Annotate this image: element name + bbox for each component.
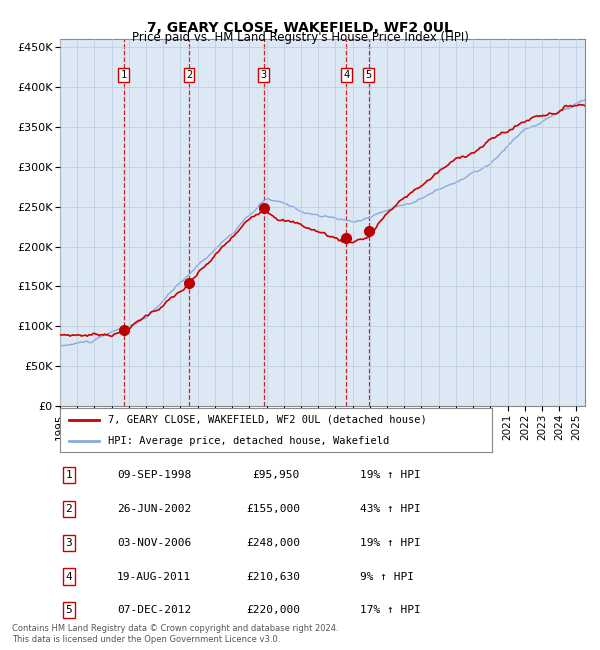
Text: 2: 2 xyxy=(65,504,73,514)
Text: 1: 1 xyxy=(121,70,127,80)
Text: 5: 5 xyxy=(365,70,372,80)
Text: 9% ↑ HPI: 9% ↑ HPI xyxy=(360,571,414,582)
Text: 3: 3 xyxy=(65,538,73,548)
Text: £220,000: £220,000 xyxy=(246,605,300,616)
Text: 17% ↑ HPI: 17% ↑ HPI xyxy=(360,605,421,616)
Text: 19% ↑ HPI: 19% ↑ HPI xyxy=(360,538,421,548)
Text: 43% ↑ HPI: 43% ↑ HPI xyxy=(360,504,421,514)
Text: HPI: Average price, detached house, Wakefield: HPI: Average price, detached house, Wake… xyxy=(107,436,389,446)
Text: £248,000: £248,000 xyxy=(246,538,300,548)
Text: 7, GEARY CLOSE, WAKEFIELD, WF2 0UL: 7, GEARY CLOSE, WAKEFIELD, WF2 0UL xyxy=(147,21,453,35)
Text: 09-SEP-1998: 09-SEP-1998 xyxy=(117,470,191,480)
Text: 26-JUN-2002: 26-JUN-2002 xyxy=(117,504,191,514)
Text: Contains HM Land Registry data © Crown copyright and database right 2024.
This d: Contains HM Land Registry data © Crown c… xyxy=(12,624,338,644)
Text: 1: 1 xyxy=(65,470,73,480)
Text: 19% ↑ HPI: 19% ↑ HPI xyxy=(360,470,421,480)
Text: 3: 3 xyxy=(260,70,267,80)
Text: 5: 5 xyxy=(65,605,73,616)
Text: Price paid vs. HM Land Registry's House Price Index (HPI): Price paid vs. HM Land Registry's House … xyxy=(131,31,469,44)
Text: 19-AUG-2011: 19-AUG-2011 xyxy=(117,571,191,582)
Text: 4: 4 xyxy=(343,70,349,80)
Text: £210,630: £210,630 xyxy=(246,571,300,582)
Text: 4: 4 xyxy=(65,571,73,582)
Text: 2: 2 xyxy=(186,70,192,80)
Text: £95,950: £95,950 xyxy=(253,470,300,480)
Text: 07-DEC-2012: 07-DEC-2012 xyxy=(117,605,191,616)
Text: 7, GEARY CLOSE, WAKEFIELD, WF2 0UL (detached house): 7, GEARY CLOSE, WAKEFIELD, WF2 0UL (deta… xyxy=(107,415,426,425)
Text: 03-NOV-2006: 03-NOV-2006 xyxy=(117,538,191,548)
Text: £155,000: £155,000 xyxy=(246,504,300,514)
